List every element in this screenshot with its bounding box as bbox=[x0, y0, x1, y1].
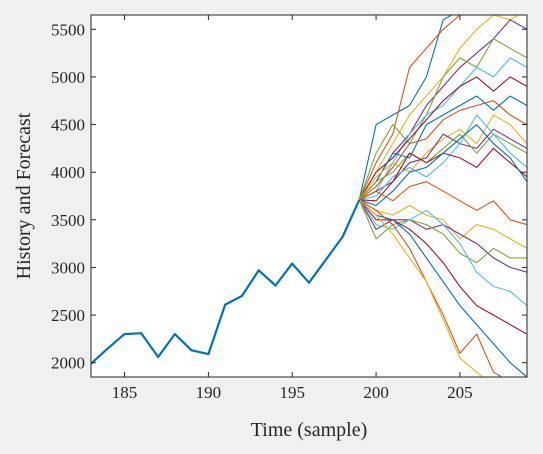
y-tick-label: 5000 bbox=[51, 68, 85, 87]
y-axis-label: History and Forecast bbox=[13, 112, 35, 279]
y-tick-label: 4500 bbox=[51, 116, 85, 135]
y-tick-label: 2000 bbox=[51, 354, 85, 373]
forecast-line-9 bbox=[358, 100, 527, 201]
y-tick-label: 4000 bbox=[51, 163, 85, 182]
forecast-line-2 bbox=[358, 15, 462, 201]
y-tick-label: 3000 bbox=[51, 258, 85, 277]
y-tick-label: 2500 bbox=[51, 306, 85, 325]
forecast-line-5 bbox=[358, 38, 527, 200]
history-line bbox=[91, 199, 361, 365]
forecast-line-11 bbox=[359, 128, 527, 201]
forecast-line-13 bbox=[359, 114, 527, 201]
x-axis-label: Time (sample) bbox=[251, 419, 367, 441]
forecast-line-6 bbox=[359, 57, 527, 201]
forecast-series-group bbox=[358, 15, 527, 377]
x-tick-label: 195 bbox=[279, 383, 305, 402]
x-tick-label: 205 bbox=[447, 383, 473, 402]
forecast-line-1 bbox=[358, 15, 453, 200]
forecast-line-24 bbox=[358, 199, 484, 377]
y-tick-label: 3500 bbox=[51, 211, 85, 230]
history-series-group bbox=[91, 199, 361, 365]
forecast-line-16 bbox=[359, 181, 527, 226]
x-tick-label: 200 bbox=[363, 383, 389, 402]
forecast-line-15 bbox=[359, 124, 527, 207]
forecast-line-19 bbox=[358, 199, 527, 264]
x-tick-label: 185 bbox=[112, 383, 138, 402]
x-tick-label: 190 bbox=[196, 383, 222, 402]
forecast-line-12 bbox=[358, 133, 527, 201]
axes-box bbox=[90, 14, 528, 378]
y-tick-label: 5500 bbox=[51, 20, 85, 39]
forecast-line-10 bbox=[358, 114, 527, 201]
forecast-line-22 bbox=[358, 199, 527, 377]
axes: 185 190 195 200 205 2000 2500 3000 3500 4000 4500 5… bbox=[51, 14, 528, 402]
forecast-line-17 bbox=[359, 199, 527, 249]
plot-area bbox=[91, 15, 527, 377]
forecast-line-23 bbox=[359, 199, 503, 377]
